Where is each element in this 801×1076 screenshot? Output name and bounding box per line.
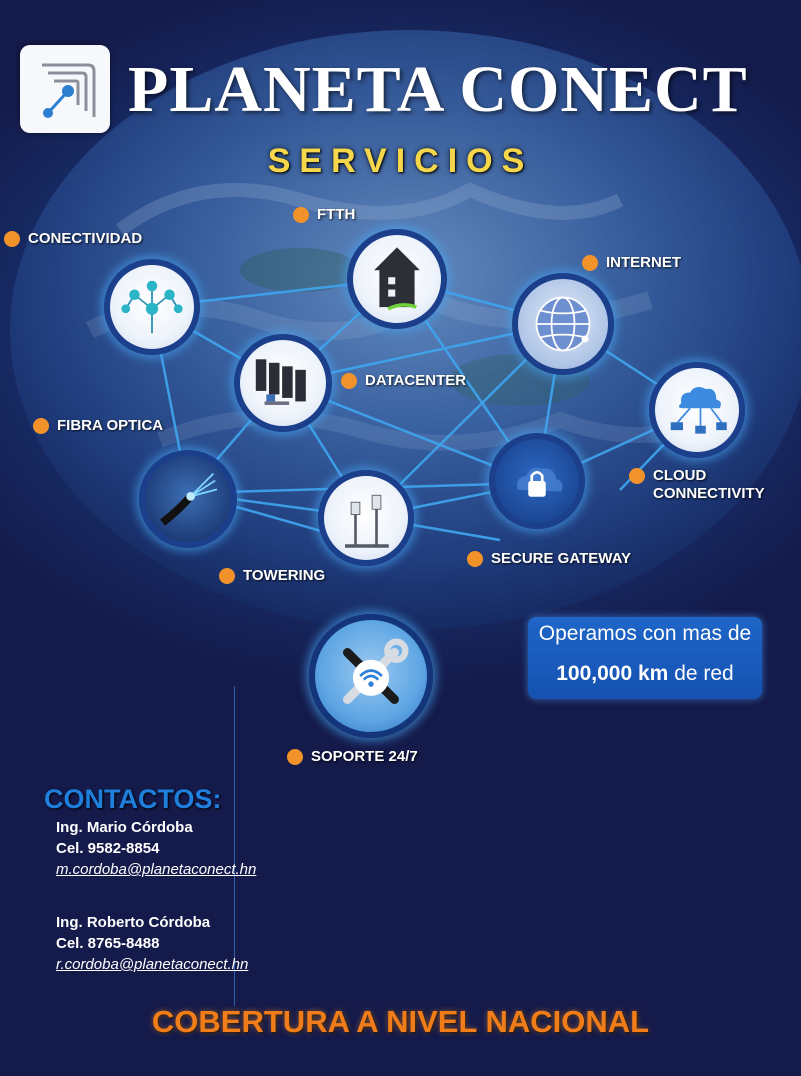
bullet-dot [287, 749, 303, 765]
bullet-dot [582, 255, 598, 271]
house-fiber-icon [374, 247, 420, 311]
node-cloud-connectivity [649, 362, 745, 458]
service-label-soporte: SOPORTE 24/7 [287, 748, 418, 766]
contact-name: Ing. Mario Córdoba [56, 819, 193, 836]
node-internet [512, 273, 614, 375]
coverage-footer: COBERTURA A NIVEL NACIONAL [151, 1004, 650, 1039]
services-heading: SERVICIOS [267, 142, 534, 180]
service-label-towering: TOWERING [219, 567, 325, 585]
service-label-internet: INTERNET [582, 254, 681, 272]
node-fibra-optica [139, 450, 237, 548]
contact-phone: Cel. 9582-8854 [56, 840, 160, 857]
fiber-cable-icon [160, 472, 218, 526]
node-ftth [347, 229, 447, 329]
bullet-dot [467, 551, 483, 567]
brand-title: PLANETA CONECT [128, 53, 748, 126]
network-length-intro: Operamos con mas de [538, 622, 752, 645]
divider-line [234, 686, 235, 1006]
bullet-dot [33, 418, 49, 434]
service-label-fibra-optica: FIBRA OPTICA [33, 417, 163, 435]
node-soporte [309, 614, 433, 738]
tower-antenna-icon [345, 494, 389, 548]
signal-node-icon [42, 63, 96, 118]
service-label-conectividad: CONECTIVIDAD [4, 230, 142, 248]
bullet-dot [341, 373, 357, 389]
node-conectividad [104, 259, 200, 355]
contact-name: Ing. Roberto Córdoba [56, 914, 211, 931]
service-label-cloud-connectivity: CLOUD CONNECTIVITY [629, 467, 765, 503]
bullet-dot [219, 568, 235, 584]
contact-phone: Cel. 8765-8488 [56, 935, 160, 952]
node-secure-gateway [489, 433, 585, 529]
service-label-datacenter: DATACENTER [341, 372, 466, 390]
contact-email-link[interactable]: r.cordoba@planetaconect.hn [56, 956, 249, 973]
network-length-value: 100,000 km de red [528, 662, 762, 686]
wrench-screwdriver-wifi-icon [343, 638, 409, 704]
km-value: 100,000 km [556, 662, 669, 685]
padlock-cloud-icon [516, 467, 563, 497]
network-length-box: Operamos con mas de 100,000 km de red [528, 617, 762, 699]
globe-icon [535, 296, 591, 352]
server-racks-icon [255, 359, 306, 405]
service-label-ftth: FTTH [293, 206, 355, 224]
bullet-dot [629, 468, 645, 484]
bullet-dot [293, 207, 309, 223]
contacts-title: CONTACTOS: [44, 784, 222, 814]
contact-card: Ing. Mario Córdoba Cel. 9582-8854 m.cord… [56, 817, 256, 880]
brand-logo [20, 45, 110, 133]
bullet-dot [4, 231, 20, 247]
km-suffix: de red [668, 662, 734, 685]
network-tree-icon [121, 280, 183, 334]
node-towering [318, 470, 414, 566]
contact-email-link[interactable]: m.cordoba@planetaconect.hn [56, 861, 257, 878]
node-datacenter [234, 334, 332, 432]
service-label-secure-gateway: SECURE GATEWAY [467, 550, 631, 568]
contact-card: Ing. Roberto Córdoba Cel. 8765-8488 r.co… [56, 912, 248, 975]
cloud-devices-icon [670, 387, 727, 434]
